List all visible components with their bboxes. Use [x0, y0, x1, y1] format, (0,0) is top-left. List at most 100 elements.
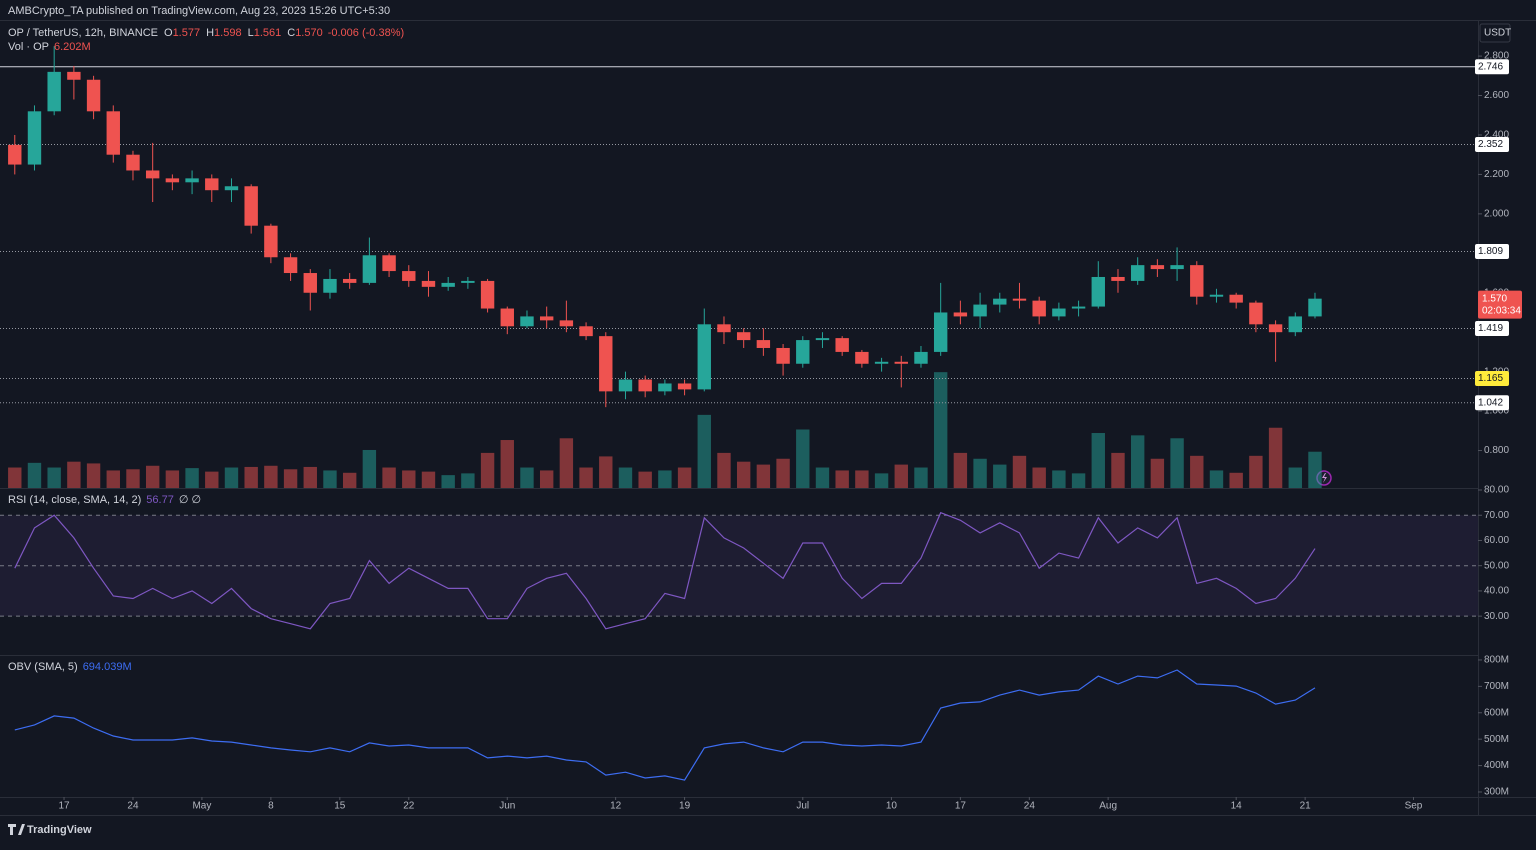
candle-body [461, 280, 475, 283]
candle-body [973, 304, 987, 317]
candle-body [835, 338, 849, 352]
candle-body [303, 273, 317, 293]
candle-body [776, 347, 790, 364]
volume-bar [1071, 473, 1086, 488]
candle-body [756, 340, 771, 348]
indicator-value: 694.039M [83, 661, 132, 673]
x-tick-label: May [192, 801, 211, 812]
y-tick-label: 2.600 [1484, 90, 1509, 101]
candle-body [520, 316, 534, 327]
volume-bar [993, 464, 1007, 488]
y-tick-label: 800M [1484, 655, 1509, 666]
volume-bar [1190, 455, 1204, 488]
volume-bar [27, 462, 42, 488]
candle-body [599, 336, 613, 392]
y-tick-label: 50.00 [1484, 560, 1509, 571]
volume-bar [914, 467, 928, 488]
level-label: 1.419 [1478, 323, 1503, 334]
candle-body [1308, 298, 1322, 317]
volume-bar [264, 465, 278, 488]
volume-bar [1150, 458, 1165, 488]
candle-body [1288, 316, 1302, 333]
y-tick-label: 600M [1484, 707, 1509, 718]
volume-bar [283, 469, 298, 488]
legend-value: 1.561 [254, 27, 282, 39]
legend-key: H [206, 27, 214, 39]
candle-body [67, 71, 81, 80]
candle-body [500, 308, 514, 327]
volume-bar [1249, 455, 1263, 488]
legend-symbol: OP / TetherUS, 12h, BINANCE [8, 27, 158, 39]
y-tick-label: 2.200 [1484, 169, 1509, 180]
volume-bar [205, 471, 219, 488]
indicator-line [14, 511, 1316, 630]
volume-bar [67, 461, 81, 488]
volume-bar [1012, 455, 1027, 488]
candle-body [1012, 298, 1027, 301]
x-tick-label: Sep [1405, 801, 1423, 812]
volume-bar [47, 467, 61, 488]
candle-body [736, 332, 751, 341]
candle-body [244, 186, 258, 226]
x-tick-label: 12 [610, 801, 622, 812]
indicator-extra: ∅ ∅ [179, 494, 201, 506]
legend: OBV (SMA, 5) 694.039M [8, 661, 132, 673]
currency-box [1479, 23, 1511, 43]
volume-bar [520, 467, 534, 488]
volume-bar [1111, 452, 1125, 488]
y-tick-label: 2.800 [1484, 51, 1509, 62]
candle-body [8, 144, 22, 165]
candle-body [953, 312, 968, 317]
candle-body [1249, 302, 1263, 325]
legend: OP / TetherUS, 12h, BINANCE O1.577 H1.598 L… [8, 27, 404, 39]
logo-icon [8, 824, 25, 835]
volume-bar [756, 464, 771, 488]
candle-body [185, 178, 199, 183]
candle-body [1111, 276, 1125, 281]
level-label: 2.352 [1478, 139, 1503, 150]
candle-body [106, 111, 120, 155]
volume-bar [677, 467, 692, 488]
legend: RSI (14, close, SMA, 14, 2) 56.77 ∅ ∅ [8, 494, 201, 506]
volume-bar [599, 456, 613, 488]
candle-body [993, 298, 1007, 305]
alert-bolt [1322, 473, 1327, 483]
brand-logo[interactable]: TradingView [8, 824, 92, 836]
x-tick-label: Jul [796, 801, 809, 812]
candle-body [717, 324, 731, 333]
candle-body [894, 361, 908, 364]
x-tick-label: 17 [58, 801, 70, 812]
candle-body [283, 257, 298, 274]
candle-body [874, 361, 889, 364]
volume-bar [1229, 472, 1243, 488]
volume-bar [1052, 470, 1066, 488]
candle-body [539, 316, 554, 321]
volume-bar [461, 473, 475, 488]
candle-body [1229, 294, 1243, 303]
last-price-box [1478, 290, 1522, 319]
volume-bar [894, 464, 908, 488]
indicator-name: RSI (14, close, SMA, 14, 2) [8, 494, 141, 506]
candle-body [264, 225, 278, 258]
candle-body [933, 312, 948, 352]
countdown: 02:03:34 [1482, 305, 1521, 316]
volume-name: Vol · OP [8, 41, 49, 53]
x-tick-label: 22 [403, 801, 415, 812]
volume-bar [717, 452, 731, 488]
candle-body [815, 338, 830, 341]
candle-body [421, 280, 436, 287]
y-tick-label: 70.00 [1484, 510, 1509, 521]
volume-bar [1130, 435, 1145, 488]
volume-bar [815, 467, 830, 488]
candle-body [1130, 265, 1145, 281]
volume-bar [126, 469, 140, 488]
volume-bar [579, 467, 593, 488]
candle-body [1209, 294, 1224, 297]
y-tick-label: 300M [1484, 787, 1509, 798]
volume-bar [480, 452, 495, 488]
x-tick-label: 17 [955, 801, 967, 812]
level-label: 1.042 [1478, 397, 1503, 408]
candle-body [914, 351, 928, 364]
legend-value: 1.598 [214, 27, 242, 39]
